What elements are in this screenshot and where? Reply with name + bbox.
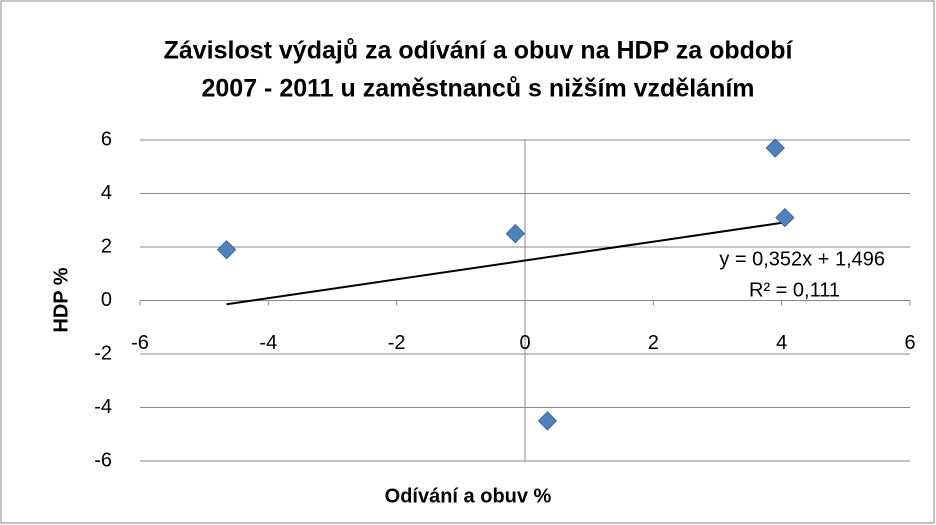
y-tick-label: -4 [94, 396, 112, 418]
chart-title: 2007 - 2011 u zaměstnanců s nižším vzděl… [201, 75, 754, 103]
trendline [226, 221, 786, 306]
y-tick-label: 0 [101, 289, 112, 311]
x-tick-label: 6 [904, 332, 915, 354]
y-tick-label: -2 [94, 342, 112, 364]
x-tick-label: -6 [131, 332, 149, 354]
x-tick-label: 0 [519, 332, 530, 354]
x-tick-label: 2 [648, 332, 659, 354]
point [765, 138, 785, 158]
point [505, 223, 526, 244]
point [537, 411, 558, 431]
chart-title: Závislost výdajů za odívání a obuv na HD… [164, 37, 794, 65]
y-tick-label: 6 [101, 128, 112, 150]
x-tick-label: -4 [259, 332, 277, 354]
trendline-equation: y = 0,352x + 1,496 [719, 248, 885, 270]
x-tick-label: 4 [776, 332, 787, 354]
y-axis-title: HDP % [50, 267, 72, 332]
x-axis-title: Odívání a obuv % [385, 485, 552, 507]
x-tick-label: -2 [388, 332, 406, 354]
point [775, 207, 795, 228]
y-tick-label: 2 [101, 235, 112, 257]
point [216, 239, 237, 260]
y-tick-label: -6 [94, 449, 112, 471]
trendline-r2: R² = 0,111 [749, 279, 840, 301]
y-tick-label: 4 [101, 182, 112, 204]
